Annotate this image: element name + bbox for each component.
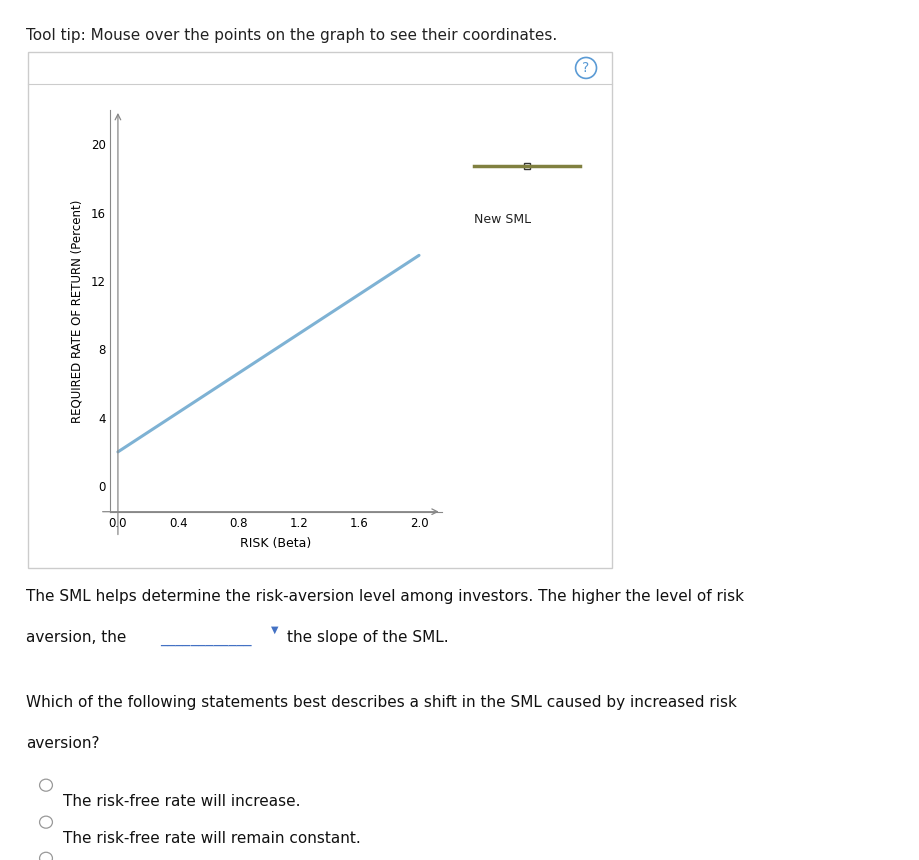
Text: aversion?: aversion? xyxy=(26,736,99,751)
Text: The risk-free rate will increase.: The risk-free rate will increase. xyxy=(62,794,300,808)
Text: ▼: ▼ xyxy=(271,625,278,636)
Text: The SML helps determine the risk-aversion level among investors. The higher the : The SML helps determine the risk-aversio… xyxy=(26,589,743,604)
Text: aversion, the: aversion, the xyxy=(26,630,126,645)
Y-axis label: REQUIRED RATE OF RETURN (Percent): REQUIRED RATE OF RETURN (Percent) xyxy=(71,200,84,422)
Text: ____________: ____________ xyxy=(160,631,252,646)
Text: New SML: New SML xyxy=(473,213,530,226)
Text: Tool tip: Mouse over the points on the graph to see their coordinates.: Tool tip: Mouse over the points on the g… xyxy=(26,28,556,42)
X-axis label: RISK (Beta): RISK (Beta) xyxy=(240,537,312,550)
Text: ?: ? xyxy=(582,61,589,75)
Text: the slope of the SML.: the slope of the SML. xyxy=(287,630,448,645)
Text: Which of the following statements best describes a shift in the SML caused by in: Which of the following statements best d… xyxy=(26,695,736,709)
Text: The risk-free rate will remain constant.: The risk-free rate will remain constant. xyxy=(62,831,360,845)
